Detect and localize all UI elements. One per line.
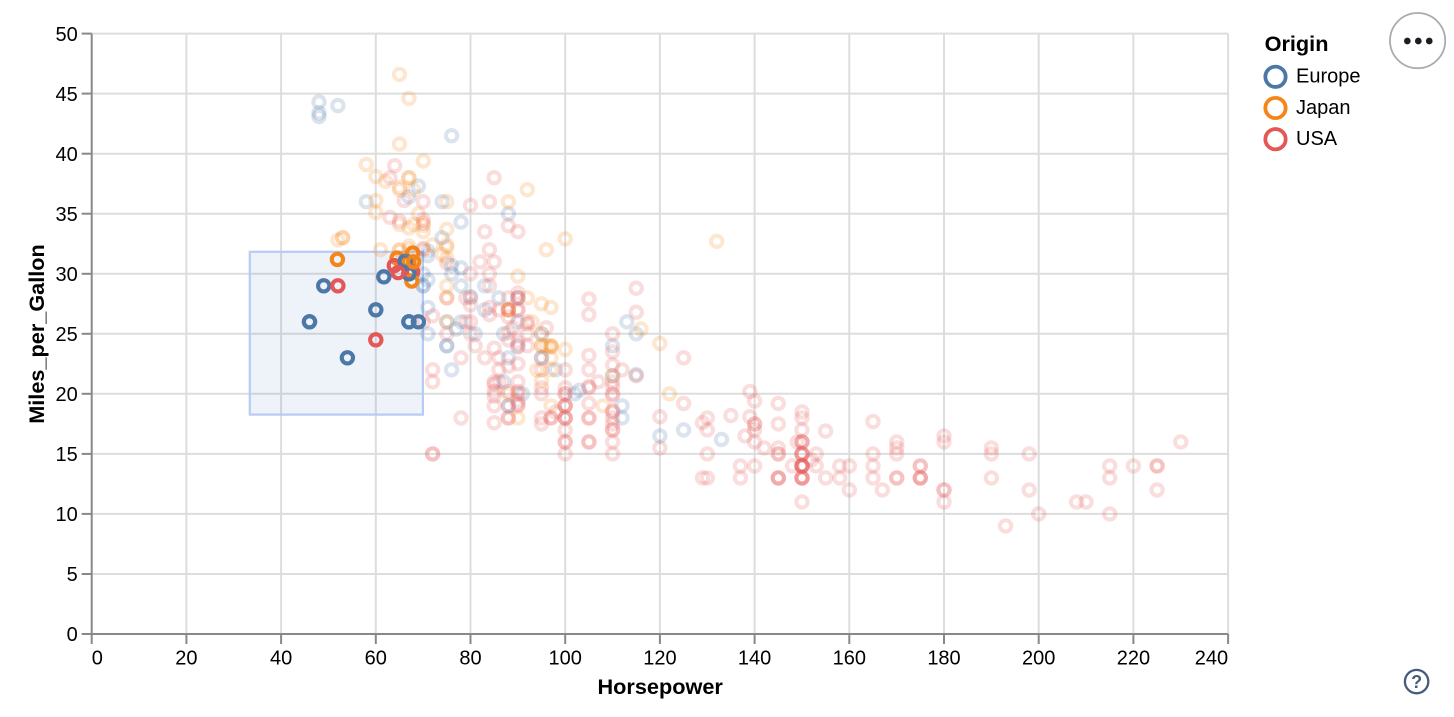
svg-text:15: 15 bbox=[56, 444, 78, 466]
svg-text:140: 140 bbox=[738, 648, 771, 670]
svg-text:20: 20 bbox=[56, 384, 78, 406]
svg-text:10: 10 bbox=[56, 504, 78, 526]
svg-text:0: 0 bbox=[92, 648, 103, 670]
svg-text:20: 20 bbox=[175, 648, 197, 670]
svg-text:25: 25 bbox=[56, 324, 78, 346]
svg-text:5: 5 bbox=[67, 564, 78, 586]
svg-text:240: 240 bbox=[1195, 648, 1228, 670]
svg-text:60: 60 bbox=[365, 648, 387, 670]
svg-text:0: 0 bbox=[67, 624, 78, 646]
svg-text:USA: USA bbox=[1296, 128, 1338, 150]
svg-text:100: 100 bbox=[549, 648, 582, 670]
svg-text:35: 35 bbox=[56, 204, 78, 226]
svg-text:Europe: Europe bbox=[1296, 66, 1361, 88]
svg-text:120: 120 bbox=[643, 648, 676, 670]
svg-text:180: 180 bbox=[927, 648, 960, 670]
svg-text:40: 40 bbox=[56, 144, 78, 166]
svg-text:Japan: Japan bbox=[1296, 97, 1351, 119]
svg-text:80: 80 bbox=[459, 648, 481, 670]
svg-text:Miles_per_Gallon: Miles_per_Gallon bbox=[24, 244, 49, 424]
svg-text:220: 220 bbox=[1117, 648, 1150, 670]
svg-text:40: 40 bbox=[270, 648, 292, 670]
svg-text:50: 50 bbox=[56, 24, 78, 46]
svg-text:200: 200 bbox=[1022, 648, 1055, 670]
svg-text:160: 160 bbox=[833, 648, 866, 670]
svg-text:30: 30 bbox=[56, 264, 78, 286]
svg-text:?: ? bbox=[1411, 672, 1422, 692]
svg-text:Origin: Origin bbox=[1265, 31, 1329, 56]
svg-text:45: 45 bbox=[56, 84, 78, 106]
svg-text:Horsepower: Horsepower bbox=[598, 674, 724, 699]
